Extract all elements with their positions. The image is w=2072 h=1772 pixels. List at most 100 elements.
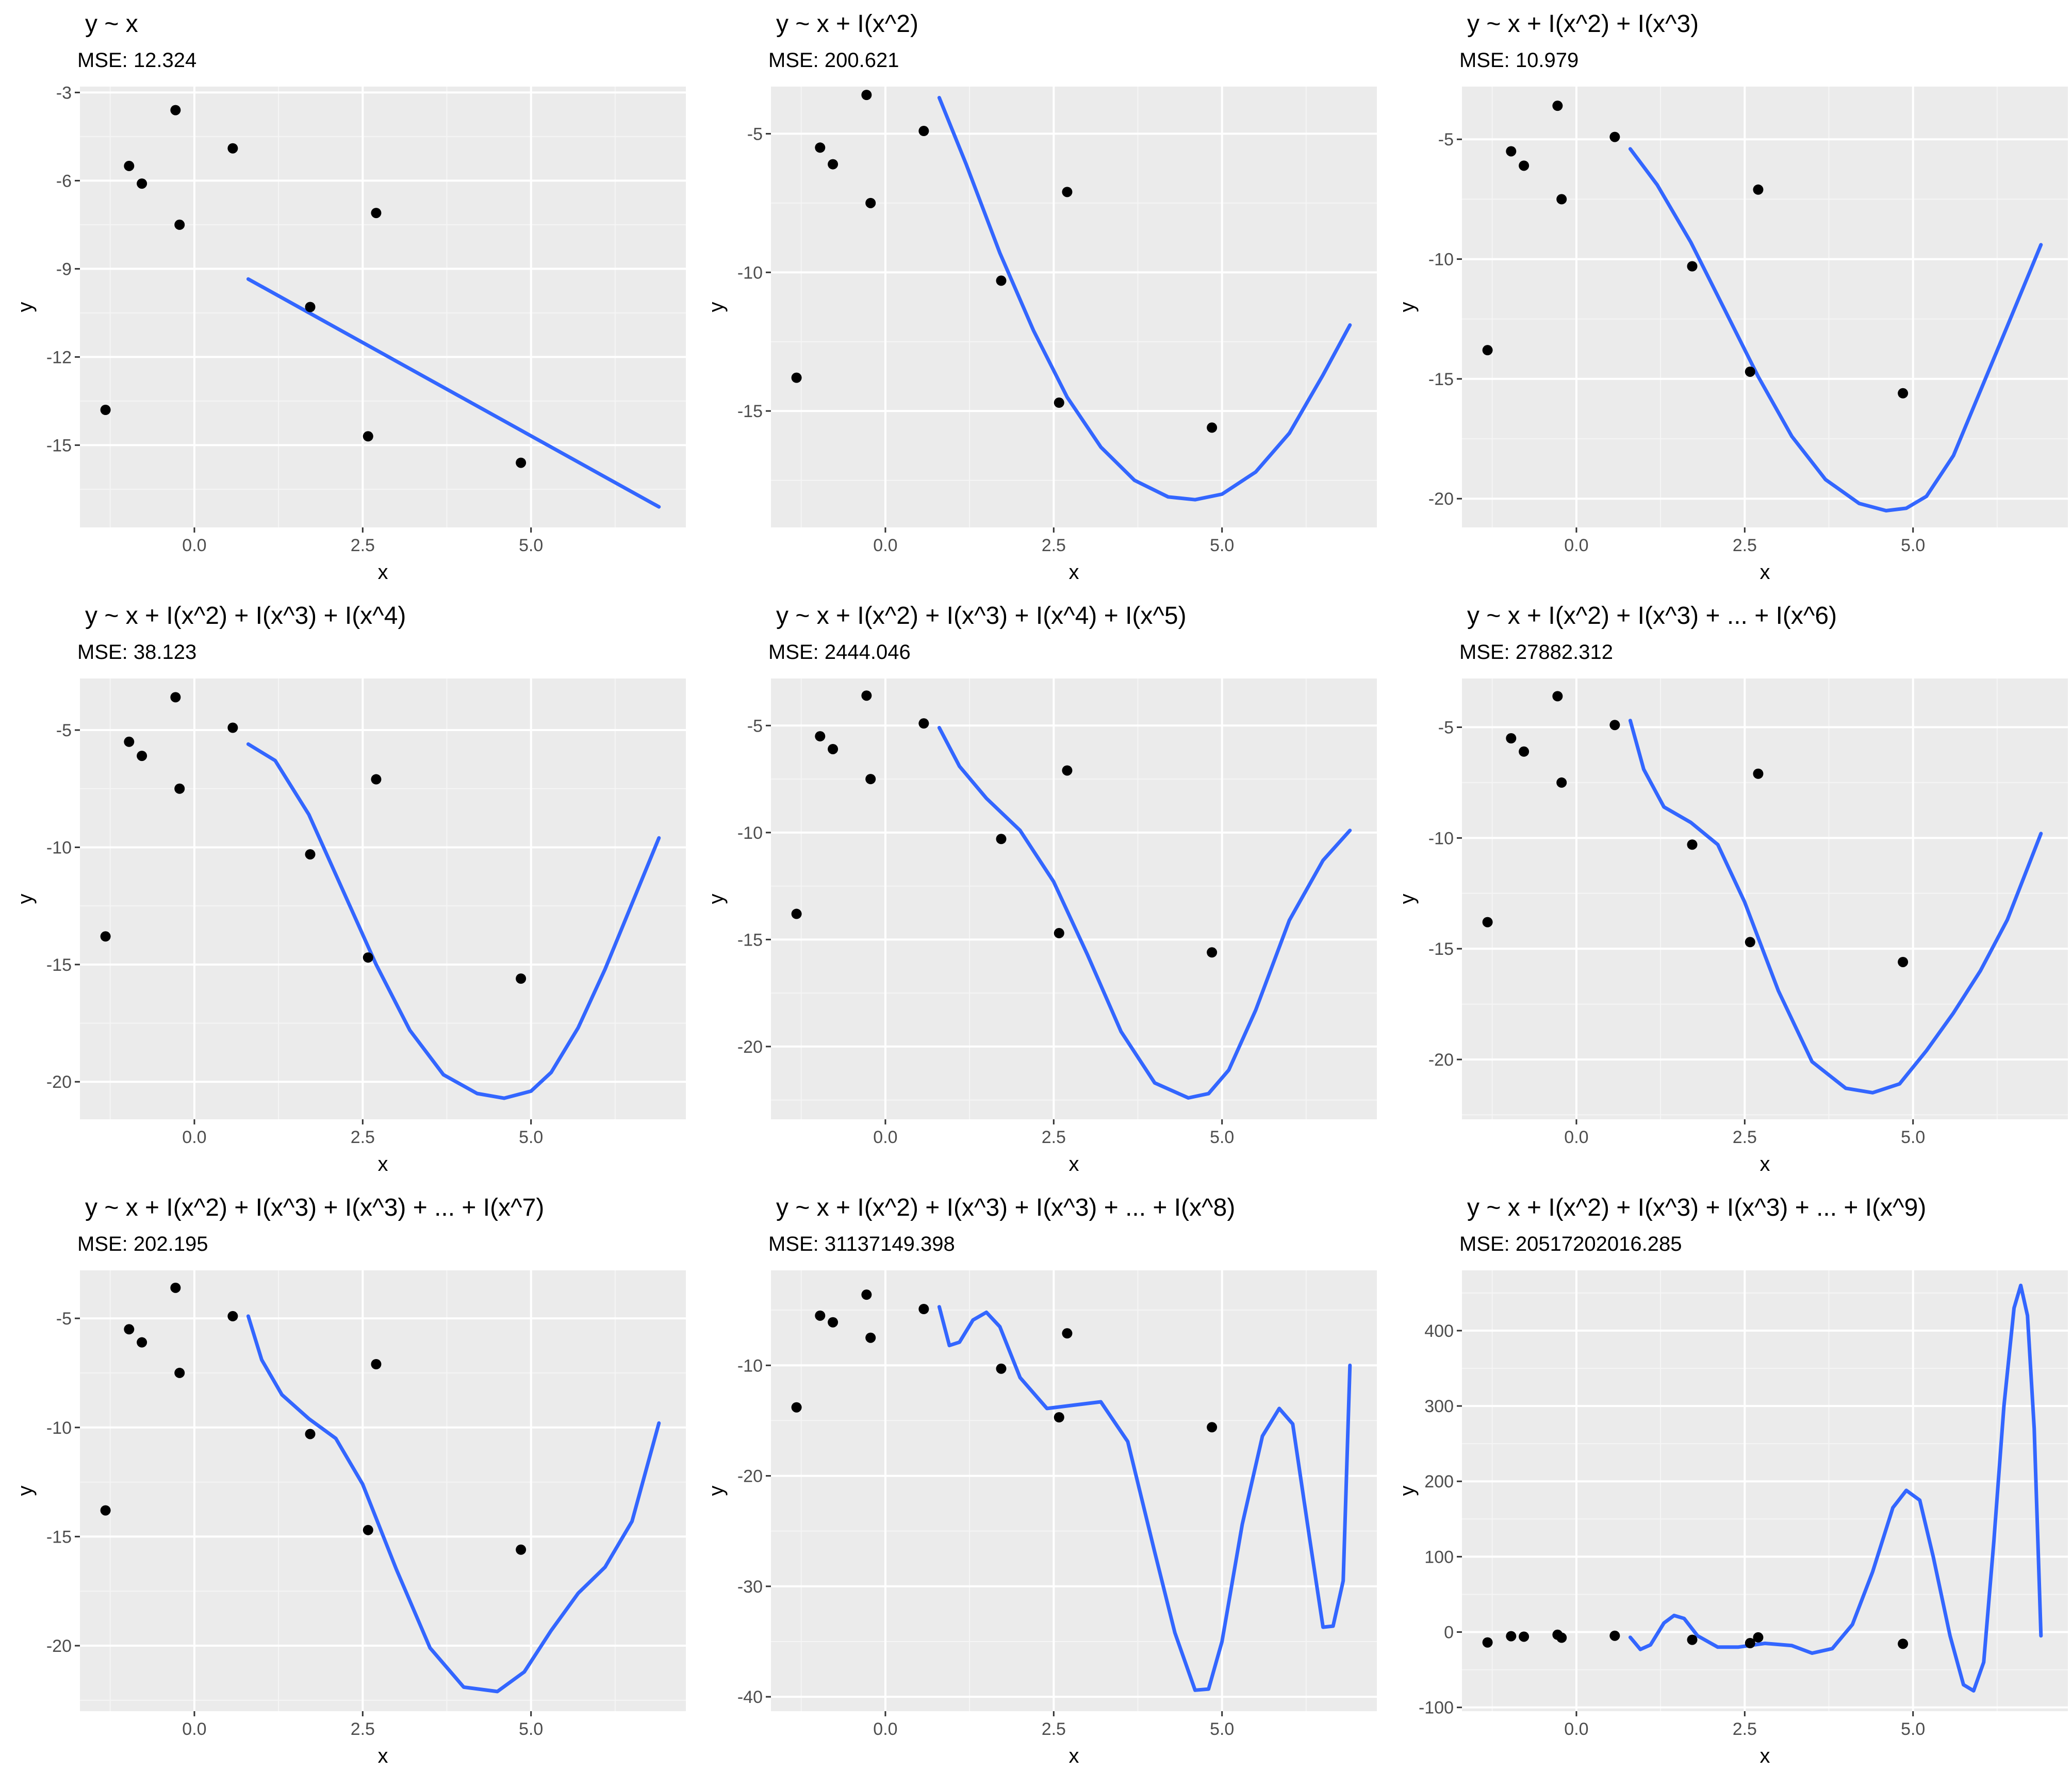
x-tick-label: 5.0	[1901, 536, 1925, 555]
data-point	[918, 1304, 929, 1314]
x-tick-label: 0.0	[1564, 1719, 1588, 1739]
data-point	[516, 1544, 527, 1555]
x-tick-label: 5.0	[519, 1719, 543, 1739]
x-tick-label: 5.0	[1901, 1128, 1925, 1147]
data-point	[815, 142, 826, 153]
x-tick-label: 0.0	[182, 1128, 206, 1147]
data-point	[371, 1359, 382, 1370]
data-point	[791, 372, 802, 383]
data-point	[918, 126, 929, 137]
data-point	[1609, 720, 1620, 731]
x-tick-label: 5.0	[1901, 1719, 1925, 1739]
y-tick-label: -10	[1428, 829, 1454, 848]
data-point	[1556, 194, 1567, 205]
data-point	[516, 973, 527, 984]
fit-line	[937, 726, 1352, 1100]
data-point	[1054, 1412, 1064, 1422]
y-tick-label: -10	[737, 263, 763, 283]
x-tick-label: 2.5	[351, 536, 375, 555]
data-point	[1552, 101, 1563, 111]
data-point	[918, 718, 929, 729]
y-tick-label: -20	[46, 1636, 72, 1656]
panel-subtitle: MSE: 202.195	[77, 1233, 208, 1255]
data-point	[227, 722, 238, 733]
y-tick-label: -10	[46, 838, 72, 857]
chart-panel-7: y ~ x + I(x^2) + I(x^3) + I(x^3) + ... +…	[14, 1194, 686, 1767]
x-tick-label: 0.0	[1564, 536, 1588, 555]
fit-line	[1628, 147, 2043, 512]
y-tick-label: -15	[46, 955, 72, 975]
plot-background	[1462, 678, 2068, 1119]
y-tick-label: -15	[1428, 370, 1454, 389]
data-point	[363, 431, 373, 442]
data-point	[1898, 956, 1909, 967]
chart-panel-6: y ~ x + I(x^2) + I(x^3) + ... + I(x^6) MS…	[1396, 602, 2068, 1175]
y-tick-label: -20	[737, 1467, 763, 1486]
data-point	[170, 692, 181, 703]
x-axis-title: x	[1760, 561, 1770, 584]
x-tick-label: 2.5	[1042, 536, 1066, 555]
data-point	[305, 302, 316, 312]
x-axis-title: x	[1760, 1153, 1770, 1175]
y-tick-label: -15	[46, 436, 72, 455]
chart-panel-4: y ~ x + I(x^2) + I(x^3) + I(x^4) MSE: 38.…	[14, 602, 686, 1175]
data-point	[791, 1402, 802, 1413]
plot-background	[80, 678, 686, 1119]
data-point	[815, 1310, 826, 1321]
data-point	[1482, 1637, 1493, 1648]
data-point	[1753, 184, 1764, 195]
chart-panel-5: y ~ x + I(x^2) + I(x^3) + I(x^4) + I(x^5…	[705, 602, 1377, 1175]
y-tick-label: -3	[56, 83, 72, 103]
data-point	[1207, 947, 1218, 958]
panel-title: y ~ x + I(x^2)	[776, 10, 918, 38]
x-tick-label: 5.0	[519, 536, 543, 555]
panel-title: y ~ x + I(x^2) + I(x^3) + I(x^3) + ... +…	[776, 1194, 1235, 1221]
data-point	[1556, 777, 1567, 788]
y-tick-label: 0	[1444, 1623, 1454, 1643]
data-point	[1552, 691, 1563, 702]
y-tick-label: -15	[737, 402, 763, 421]
x-tick-label: 2.5	[1733, 1719, 1757, 1739]
y-axis-title: y	[705, 894, 728, 904]
panel-title: y ~ x + I(x^2) + I(x^3) + I(x^4)	[85, 602, 406, 630]
data-point	[124, 736, 135, 747]
data-point	[363, 1525, 373, 1535]
x-tick-label: 0.0	[1564, 1128, 1588, 1147]
x-tick-label: 2.5	[1042, 1719, 1066, 1739]
fit-line	[937, 1305, 1352, 1692]
x-axis-title: x	[378, 1745, 388, 1767]
panel-subtitle: MSE: 31137149.398	[768, 1233, 955, 1255]
fit-line	[1628, 719, 2043, 1095]
panel-subtitle: MSE: 12.324	[77, 49, 196, 72]
chart-panel-8: y ~ x + I(x^2) + I(x^3) + I(x^3) + ... +…	[705, 1194, 1377, 1767]
data-point	[1519, 746, 1530, 757]
data-point	[363, 952, 373, 963]
data-point	[1687, 839, 1698, 850]
data-point	[1898, 1638, 1909, 1649]
y-tick-label: -5	[56, 721, 72, 740]
data-point	[124, 1324, 135, 1335]
chart-panel-2: y ~ x + I(x^2) MSE: 200.621 0.0 2.5 5.0 -15 -1…	[705, 10, 1377, 584]
data-point	[1062, 187, 1073, 197]
y-tick-label: -20	[1428, 489, 1454, 509]
data-point	[1609, 131, 1620, 142]
fit-line	[246, 277, 661, 509]
data-point	[170, 1282, 181, 1293]
y-tick-label: -10	[737, 823, 763, 843]
fit-line	[1628, 1283, 2043, 1693]
data-point	[1054, 928, 1064, 938]
x-tick-label: 2.5	[1733, 536, 1757, 555]
y-axis-title: y	[14, 894, 37, 904]
chart-panel-1: y ~ x MSE: 12.324 0.0 2.5 5.0 -15 -12 -9 -6 -3 x y	[14, 10, 686, 584]
y-axis-title: y	[1396, 1486, 1419, 1496]
data-point	[124, 160, 135, 171]
y-tick-label: -5	[1438, 718, 1454, 738]
data-point	[170, 105, 181, 115]
data-point	[1753, 1632, 1764, 1643]
data-point	[865, 197, 876, 208]
y-tick-label: -100	[1419, 1698, 1454, 1718]
data-point	[1745, 1638, 1755, 1649]
fit-line	[246, 1314, 661, 1694]
data-point	[1482, 917, 1493, 928]
y-tick-label: -20	[46, 1072, 72, 1092]
